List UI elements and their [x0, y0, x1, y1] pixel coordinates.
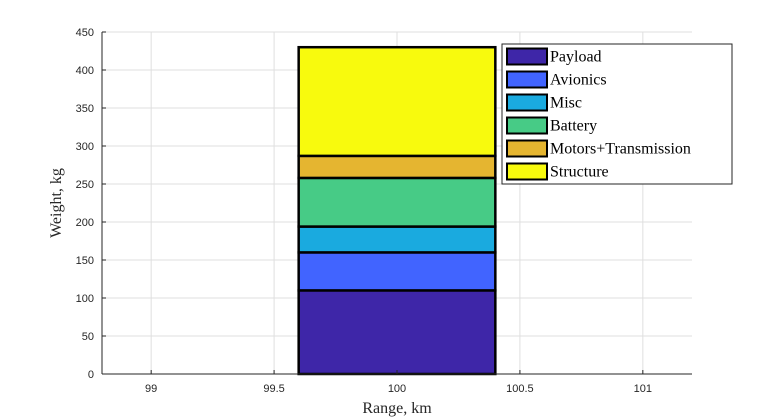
bar-segment-avionics — [297, 251, 497, 292]
legend-swatch — [506, 116, 548, 135]
x-tick-label: 99.5 — [263, 383, 284, 395]
bar-segment-battery — [297, 176, 497, 228]
y-tick-label: 150 — [76, 255, 94, 267]
legend-label: Battery — [550, 118, 597, 135]
y-tick-label: 0 — [88, 369, 94, 381]
y-tick-label: 250 — [76, 179, 94, 191]
y-tick-label: 400 — [76, 65, 94, 77]
bar-segment-motors-transmission — [297, 154, 497, 180]
legend-label: Structure — [550, 164, 609, 181]
legend-swatch — [506, 47, 548, 66]
axes — [101, 31, 692, 375]
y-tick-label: 100 — [76, 293, 94, 305]
legend: Payload Avionics Misc Battery Motors+Transmi… — [501, 43, 733, 185]
bar-segment-payload — [297, 289, 497, 376]
y-tick-label: 50 — [82, 331, 94, 343]
bar-segment-misc — [297, 225, 497, 254]
legend-swatch — [506, 70, 548, 89]
legend-label: Avionics — [550, 72, 607, 89]
legend-label: Payload — [550, 49, 602, 66]
x-tick-label: 100 — [388, 383, 406, 395]
y-tick-label: 200 — [76, 217, 94, 229]
legend-box — [501, 43, 733, 185]
y-tick-label: 300 — [76, 141, 94, 153]
y-tick-label: 450 — [76, 27, 94, 39]
y-axis-label: Weight, kg — [48, 168, 65, 238]
y-tick-label: 350 — [76, 103, 94, 115]
x-tick-label: 100.5 — [506, 383, 534, 395]
legend-swatch — [506, 139, 548, 158]
legend-label: Motors+Transmission — [550, 141, 691, 158]
legend-swatch — [506, 93, 548, 112]
x-tick-label: 101 — [634, 383, 652, 395]
y-tick-labels: 0 50 100 150 200 250 300 350 400 450 — [76, 27, 94, 381]
legend-swatch — [506, 162, 548, 181]
legend-label: Misc — [550, 95, 582, 112]
x-tick-labels: 99 99.5 100 100.5 101 — [145, 383, 652, 395]
bar-segment-structure — [297, 45, 497, 158]
x-tick-label: 99 — [145, 383, 157, 395]
bar-segments — [297, 45, 497, 376]
x-axis-label: Range, km — [362, 400, 432, 417]
